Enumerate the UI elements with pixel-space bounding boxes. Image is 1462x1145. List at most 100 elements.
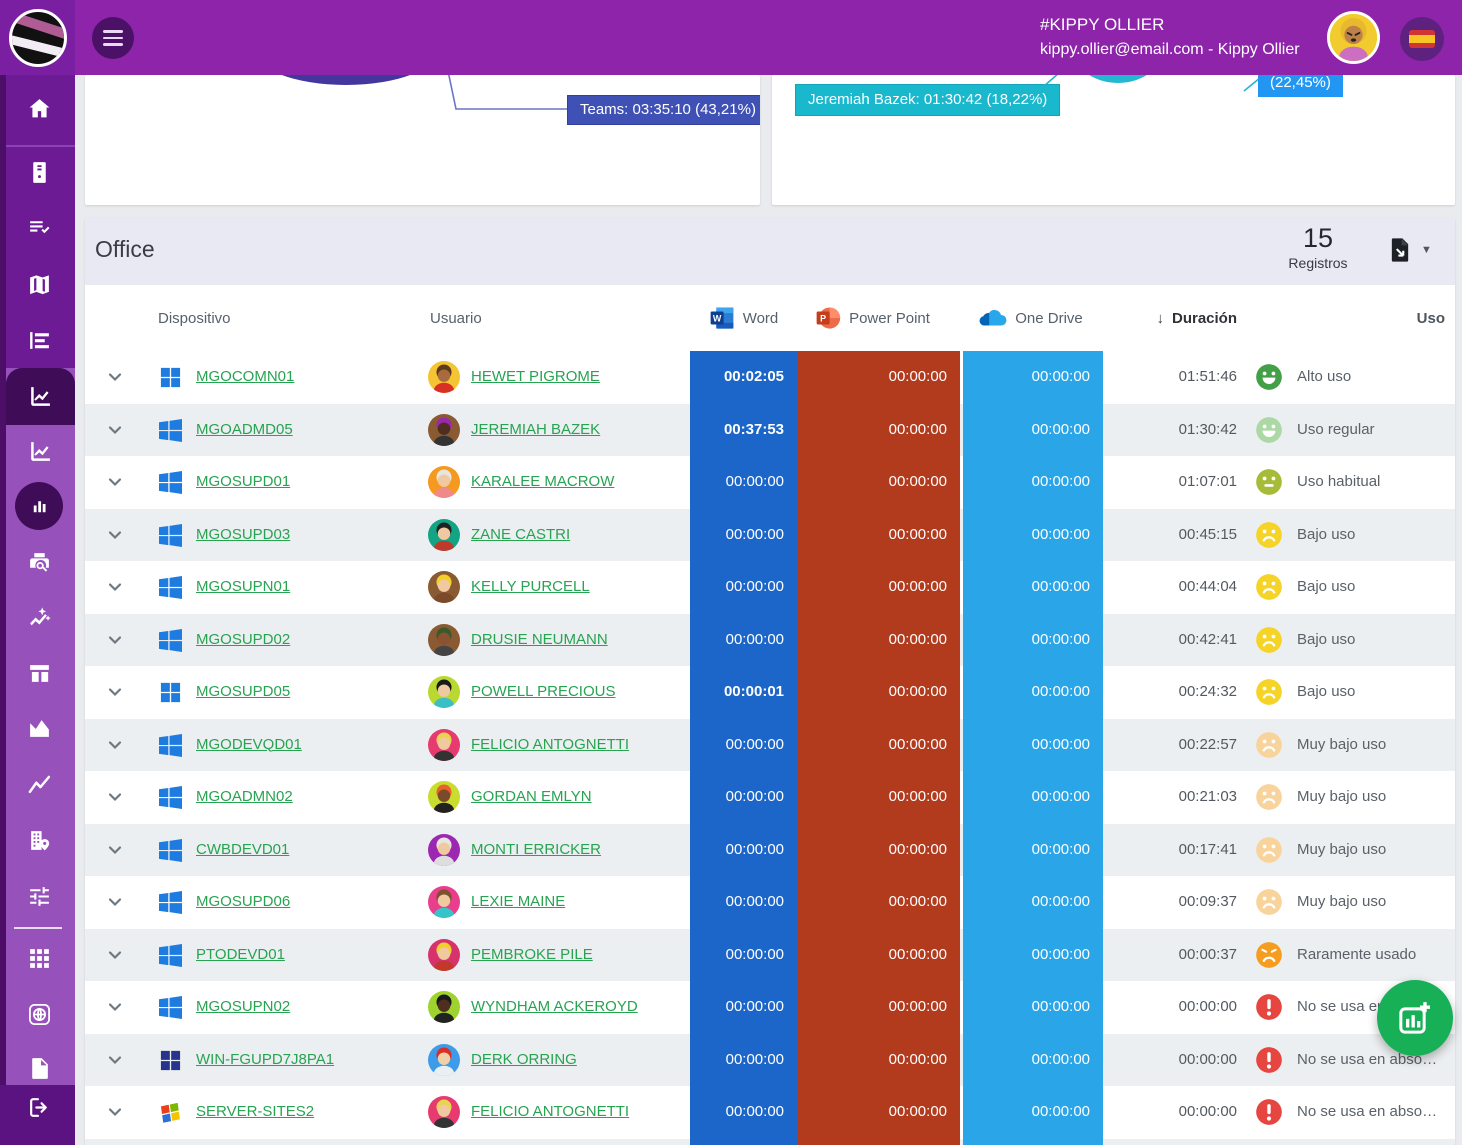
row-expand-chevron-icon[interactable] <box>103 628 127 652</box>
device-link[interactable]: MGOSUPD03 <box>196 525 291 543</box>
add-chart-fab[interactable] <box>1377 980 1453 1056</box>
device-link[interactable]: MGOSUPD06 <box>196 893 291 910</box>
user-link[interactable]: WYNDHAM ACKEROYD <box>471 998 638 1015</box>
export-file-button[interactable] <box>1385 236 1415 266</box>
sidebar-item-map[interactable] <box>16 261 62 307</box>
row-expand-chevron-icon[interactable] <box>103 680 127 704</box>
column-header-usage[interactable]: Uso <box>1416 309 1445 327</box>
row-expand-chevron-icon[interactable] <box>103 1048 127 1072</box>
sidebar-item-home[interactable] <box>16 85 62 131</box>
user-avatar <box>428 1096 460 1128</box>
records-counter: 15 Registros <box>1273 223 1363 271</box>
row-expand-chevron-icon[interactable] <box>103 943 127 967</box>
column-header-device[interactable]: Dispositivo <box>158 309 231 327</box>
user-link[interactable]: MONTI ERRICKER <box>471 840 602 858</box>
column-header-user[interactable]: Usuario <box>430 309 482 327</box>
sidebar-item-dashboard-columns[interactable] <box>16 650 62 696</box>
user-link[interactable]: GORDAN EMLYN <box>471 788 592 805</box>
user-link[interactable]: DERK ORRING <box>471 1050 577 1068</box>
sidebar-item-apps-grid[interactable] <box>16 935 62 981</box>
trend-chart-icon <box>30 441 50 461</box>
device-link[interactable]: WIN-FGUPD7J8PA1 <box>196 1050 335 1068</box>
device-link[interactable]: MGOSUPN01 <box>196 578 291 595</box>
column-header-word[interactable]: W Word <box>690 285 797 351</box>
usage-status-label: Uso regular <box>1297 420 1375 438</box>
spain-flag-icon <box>1409 30 1435 48</box>
user-link[interactable]: HEWET PIGROME <box>471 368 600 385</box>
device-link[interactable]: MGOADMN02 <box>196 788 293 805</box>
row-expand-chevron-icon[interactable] <box>103 733 127 757</box>
device-link[interactable]: PTODEVD01 <box>196 945 285 963</box>
device-link[interactable]: MGOADMD05 <box>196 420 293 438</box>
user-link[interactable]: DRUSIE NEUMANN <box>471 630 608 648</box>
row-expand-chevron-icon[interactable] <box>103 575 127 599</box>
device-link[interactable]: SERVER-SITES2 <box>196 1103 315 1120</box>
sidebar-item-area-report[interactable] <box>16 705 62 751</box>
hamburger-menu-button[interactable] <box>92 17 134 59</box>
sidebar-item-line-report[interactable] <box>16 761 62 807</box>
word-time-cell: 00:00:00 <box>690 771 797 824</box>
powerpoint-time-cell: 00:00:00 <box>797 666 960 719</box>
table-row: SERVER-SITES2 FELICIO ANTOGNETTI 00:00:0… <box>85 1086 1455 1139</box>
sidebar-item-usage-chart[interactable] <box>16 373 62 419</box>
export-dropdown-caret[interactable]: ▼ <box>1421 244 1432 256</box>
powerpoint-time-cell: 00:00:00 <box>797 771 960 824</box>
sidebar-item-insights[interactable] <box>16 594 62 640</box>
user-link[interactable]: PEMBROKE PILE <box>471 945 593 963</box>
device-link[interactable]: CWBDEVD01 <box>196 840 290 858</box>
row-expand-chevron-icon[interactable] <box>103 523 127 547</box>
row-expand-chevron-icon[interactable] <box>103 785 127 809</box>
sidebar-item-trend-chart[interactable] <box>16 428 62 474</box>
word-time-cell: 00:00:00 <box>690 823 797 876</box>
sidebar-item-print-report[interactable] <box>16 539 62 585</box>
user-avatar <box>428 623 460 656</box>
sidebar-item-documents[interactable] <box>16 1045 62 1091</box>
language-selector-button[interactable] <box>1400 17 1444 61</box>
sidebar-item-logout[interactable] <box>16 1084 62 1130</box>
user-link[interactable]: LEXIE MAINE <box>471 893 566 910</box>
usage-status-label: Muy bajo uso <box>1297 893 1387 910</box>
device-link[interactable]: MGOSUPD02 <box>196 630 291 648</box>
row-expand-chevron-icon[interactable] <box>103 995 127 1019</box>
column-header-powerpoint[interactable]: P Power Point <box>785 285 960 351</box>
user-avatar[interactable] <box>1327 11 1380 64</box>
user-link[interactable]: KELLY PURCELL <box>471 578 590 595</box>
sidebar-divider <box>14 927 62 929</box>
powerpoint-time-cell: 00:00:00 <box>797 981 960 1034</box>
sidebar-item-bar-chart[interactable] <box>16 483 62 529</box>
column-header-onedrive[interactable]: One Drive <box>957 285 1103 351</box>
device-link[interactable]: MGOSUPN02 <box>196 998 291 1015</box>
onedrive-time-cell: 00:00:00 <box>963 508 1103 561</box>
row-expand-chevron-icon[interactable] <box>103 418 127 442</box>
duration-value: 00:24:32 <box>1178 683 1237 700</box>
user-link[interactable]: JEREMIAH BAZEK <box>471 420 601 438</box>
user-link[interactable]: FELICIO ANTOGNETTI <box>471 735 630 753</box>
sidebar-item-filters[interactable] <box>16 873 62 919</box>
app-logo[interactable] <box>0 0 75 75</box>
row-expand-chevron-icon[interactable] <box>103 838 127 862</box>
column-header-duration[interactable]: ↓ Duración <box>1156 309 1237 327</box>
sidebar-item-devices[interactable] <box>16 149 62 195</box>
sidebar-item-web[interactable] <box>16 991 62 1037</box>
usage-status-icon <box>1255 1046 1283 1074</box>
row-expand-chevron-icon[interactable] <box>103 890 127 914</box>
table-row: MGOSUPD02 DRUSIE NEUMANN 00:00:00 00:00:… <box>85 613 1455 666</box>
user-link[interactable]: POWELL PRECIOUS <box>471 683 616 700</box>
sidebar-item-activity-log[interactable] <box>16 205 62 251</box>
row-expand-chevron-icon[interactable] <box>103 470 127 494</box>
device-link[interactable]: MGOSUPD01 <box>196 473 291 490</box>
onedrive-time-cell: 00:00:00 <box>963 561 1103 614</box>
device-link[interactable]: MGOCOMN01 <box>196 368 295 385</box>
row-expand-chevron-icon[interactable] <box>103 365 127 389</box>
sidebar-item-report-list[interactable] <box>16 317 62 363</box>
user-link[interactable]: KARALEE MACROW <box>471 473 615 490</box>
sidebar-item-locations[interactable] <box>16 817 62 863</box>
powerpoint-time-cell: 00:00:00 <box>797 928 960 981</box>
user-link[interactable]: ZANE CASTRI <box>471 525 571 543</box>
device-link[interactable]: MGODEVQD01 <box>196 735 302 753</box>
user-link[interactable]: FELICIO ANTOGNETTI <box>471 1103 630 1120</box>
row-expand-chevron-icon[interactable] <box>103 1100 127 1124</box>
usage-status-icon <box>1255 783 1283 811</box>
chart-tooltip-user: Jeremiah Bazek: 01:30:42 (18,22%) <box>795 84 1061 116</box>
device-link[interactable]: MGOSUPD05 <box>196 683 291 700</box>
